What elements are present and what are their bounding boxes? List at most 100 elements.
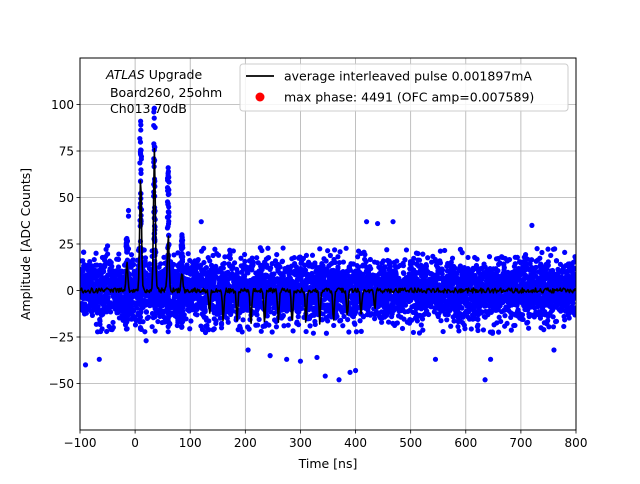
sample-point — [450, 256, 455, 261]
sample-point — [228, 256, 233, 261]
sample-point — [265, 246, 270, 251]
sample-point — [242, 252, 247, 257]
sample-point — [290, 328, 295, 333]
sample-point — [442, 248, 447, 253]
sample-point — [201, 260, 206, 265]
sample-point — [424, 264, 429, 269]
sample-point — [340, 323, 345, 328]
sample-point — [116, 251, 121, 256]
sample-point — [567, 315, 572, 320]
sample-point — [490, 329, 495, 334]
sample-point — [138, 127, 143, 132]
sample-point — [111, 325, 116, 330]
sample-point — [277, 264, 282, 269]
sample-point — [255, 322, 260, 327]
sample-point — [139, 297, 144, 302]
sample-point — [240, 317, 245, 322]
sample-point — [251, 260, 256, 265]
sample-point — [551, 314, 556, 319]
sample-point — [313, 322, 318, 327]
sample-point — [346, 329, 351, 334]
sample-point — [324, 258, 329, 263]
sample-point — [281, 313, 286, 318]
sample-point — [354, 329, 359, 334]
sample-point — [254, 255, 259, 260]
sample-point — [334, 314, 339, 319]
sample-point — [384, 247, 389, 252]
sample-point — [420, 328, 425, 333]
sample-point — [420, 252, 425, 257]
sample-point — [573, 305, 578, 310]
sample-point — [561, 324, 566, 329]
sample-point — [138, 119, 143, 124]
sample-point — [525, 320, 530, 325]
sample-point — [419, 322, 424, 327]
sample-point — [460, 250, 465, 255]
sample-point — [562, 250, 567, 255]
sample-point — [554, 258, 559, 263]
sample-point — [138, 139, 143, 144]
sample-point — [150, 324, 155, 329]
sample-point — [415, 251, 420, 256]
sample-point — [345, 317, 350, 322]
sample-point — [507, 257, 512, 262]
sample-point — [138, 291, 143, 296]
sample-point — [572, 312, 577, 317]
sample-point — [232, 260, 237, 265]
sample-point — [203, 309, 208, 314]
sample-point — [438, 318, 443, 323]
sample-point — [138, 326, 143, 331]
sample-point — [270, 329, 275, 334]
sample-point — [143, 255, 148, 260]
sample-point — [459, 306, 464, 311]
sample-point — [194, 312, 199, 317]
sample-point — [338, 318, 343, 323]
sample-point — [404, 247, 409, 252]
sample-point — [402, 257, 407, 262]
sample-point — [92, 257, 97, 262]
sample-point — [133, 322, 138, 327]
sample-point — [552, 246, 557, 251]
sample-point — [546, 324, 551, 329]
sample-point — [411, 330, 416, 335]
sample-point — [310, 253, 315, 258]
sample-point — [534, 246, 539, 251]
sample-point — [368, 266, 373, 271]
sample-point — [226, 320, 231, 325]
sample-point — [562, 317, 567, 322]
sample-point — [523, 252, 528, 257]
sample-point — [280, 245, 285, 250]
sample-point — [504, 321, 509, 326]
sample-point — [206, 318, 211, 323]
sample-point — [81, 250, 86, 255]
sample-point — [139, 156, 144, 161]
sample-point — [509, 328, 514, 333]
sample-point — [425, 255, 430, 260]
sample-point — [546, 259, 551, 264]
sample-point — [502, 265, 507, 270]
sample-point — [109, 264, 114, 269]
sample-point — [221, 265, 226, 270]
sample-point — [441, 329, 446, 334]
sample-point — [417, 258, 422, 263]
sample-point — [426, 312, 431, 317]
sample-point — [186, 251, 191, 256]
sample-point — [222, 261, 227, 266]
sample-point — [357, 318, 362, 323]
sample-point — [438, 260, 443, 265]
sample-point — [469, 326, 474, 331]
sample-point — [440, 267, 445, 272]
sample-point — [324, 331, 329, 336]
sample-point — [554, 319, 559, 324]
sample-point — [475, 317, 480, 322]
sample-point — [266, 255, 271, 260]
sample-point — [286, 323, 291, 328]
sample-point — [359, 329, 364, 334]
sample-point — [304, 329, 309, 334]
sample-point — [337, 249, 342, 254]
sample-point — [90, 313, 95, 318]
sample-point — [240, 329, 245, 334]
sample-point — [341, 259, 346, 264]
sample-point — [219, 325, 224, 330]
sample-point — [448, 324, 453, 329]
